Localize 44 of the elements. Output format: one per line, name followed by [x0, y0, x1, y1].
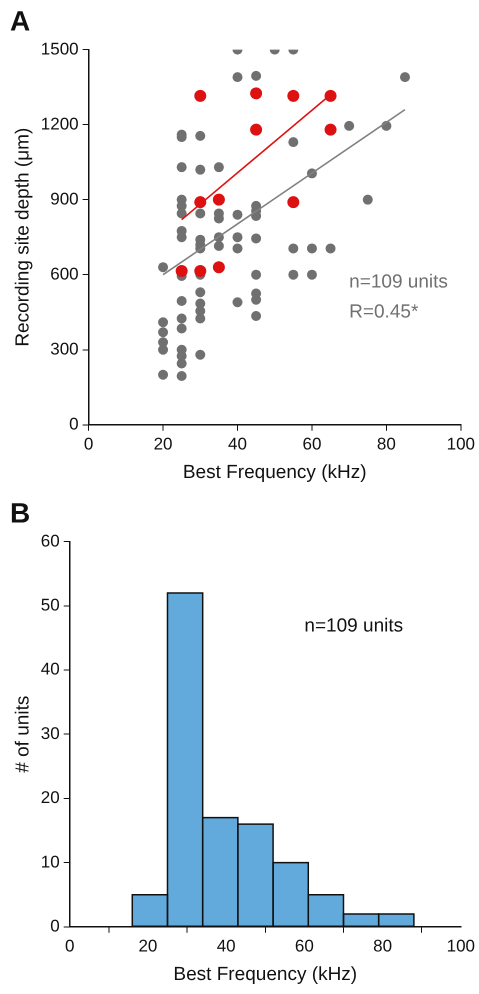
- annotation: n=109 units: [304, 616, 404, 637]
- chart-title: A: [10, 6, 30, 37]
- point: [212, 194, 225, 206]
- point: [194, 264, 206, 277]
- x-tick-label: 100: [446, 434, 476, 454]
- y-tick-label: 60: [40, 531, 60, 550]
- y-tick-label: 10: [40, 852, 60, 872]
- x-axis-title: Best Frequency (kHz): [182, 462, 367, 483]
- y-tick-label: 30: [40, 724, 60, 743]
- point: [212, 261, 225, 274]
- point: [194, 90, 206, 102]
- x-tick-label: 0: [84, 434, 94, 454]
- y-axis-title: # of units: [12, 696, 34, 773]
- y-tick-label: 1200: [40, 114, 79, 134]
- y-tick-label: 300: [50, 339, 79, 358]
- point: [324, 124, 337, 136]
- point: [287, 90, 300, 102]
- x-tick-label: 60: [302, 434, 322, 454]
- x-tick-label: 100: [446, 936, 476, 956]
- chart-title: B: [10, 498, 30, 529]
- y-tick-label: 900: [50, 189, 79, 208]
- point: [250, 124, 262, 136]
- y-tick-label: 0: [50, 916, 60, 936]
- y-tick-label: 40: [40, 660, 60, 679]
- y-tick-label: 0: [69, 414, 79, 434]
- y-axis-title: Recording site depth (μm): [12, 128, 34, 347]
- x-tick-label: 40: [216, 936, 236, 956]
- x-tick-label: 80: [376, 434, 396, 454]
- x-tick-label: 40: [228, 434, 247, 454]
- point: [176, 264, 188, 277]
- x-tick-label: 20: [138, 936, 158, 956]
- x-tick-label: 80: [373, 936, 392, 956]
- point: [324, 90, 337, 102]
- point: [250, 87, 262, 100]
- x-tick-label: 60: [294, 936, 314, 956]
- y-tick-label: 20: [40, 788, 60, 808]
- point: [287, 196, 300, 208]
- x-axis-title: Best Frequency (kHz): [173, 964, 358, 985]
- y-tick-label: 50: [40, 595, 60, 614]
- x-tick-label: 20: [154, 434, 173, 454]
- annotation: n=109 units: [349, 271, 448, 292]
- y-tick-label: 600: [50, 264, 79, 284]
- annotation: R=0.45*: [349, 301, 419, 322]
- y-tick-label: 1500: [40, 39, 79, 58]
